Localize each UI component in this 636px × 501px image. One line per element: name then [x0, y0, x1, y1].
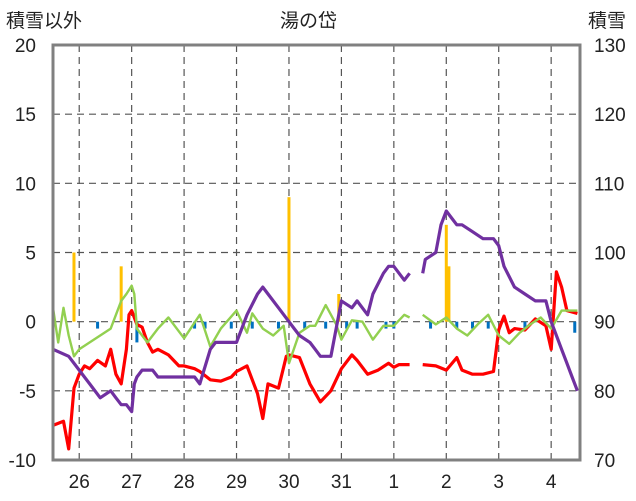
left-tick-label: 20 [15, 36, 36, 57]
right-tick-label: 100 [594, 244, 626, 265]
orange-bar [447, 266, 451, 322]
blue-bar [355, 321, 359, 329]
chart-title: 湯の岱 [280, 10, 338, 32]
right-tick-label: 120 [594, 105, 626, 126]
blue-bar [229, 321, 233, 329]
right-axis-title: 積雪 [588, 10, 627, 32]
green-series-line [51, 284, 411, 365]
blue-bar [429, 321, 433, 329]
blue-bar [96, 321, 100, 329]
blue-bar [324, 321, 328, 329]
blue-bar [523, 321, 527, 329]
right-tick-label: 90 [594, 313, 615, 334]
left-tick-label: 10 [15, 174, 36, 195]
right-tick-label: 130 [594, 36, 626, 57]
blue-bar [303, 321, 307, 329]
blue-bar [486, 321, 490, 329]
blue-bar [250, 321, 254, 329]
blue-bar [203, 321, 207, 329]
orange-bar [72, 252, 76, 322]
blue-bar [345, 321, 349, 329]
blue-bar [276, 321, 280, 329]
right-tick-label: 70 [594, 451, 615, 472]
left-tick-label: -10 [9, 451, 36, 472]
red-series-line [52, 309, 410, 451]
left-tick-label: 15 [15, 105, 36, 126]
precipitation-bars [72, 197, 577, 343]
x-tick-label: 3 [493, 472, 504, 493]
x-tick-label: 27 [121, 472, 142, 493]
series-lines [51, 209, 579, 451]
blue-bar [573, 321, 577, 333]
blue-bar [193, 321, 197, 329]
x-tick-label: 4 [546, 472, 557, 493]
left-tick-label: -5 [19, 382, 36, 403]
left-tick-label: 5 [25, 244, 36, 265]
x-tick-labels: 26 27 28 29 30 31 1 2 3 4 [69, 472, 557, 493]
red-series-line [422, 270, 578, 376]
orange-bar [444, 224, 448, 322]
blue-bar [455, 321, 459, 329]
orange-bar [287, 197, 291, 322]
right-tick-label: 110 [594, 174, 624, 195]
orange-bar [119, 266, 123, 322]
blue-bar [135, 321, 139, 343]
left-tick-label: 0 [25, 313, 36, 334]
x-tick-label: 29 [226, 472, 247, 493]
purple-series-line [421, 209, 579, 392]
x-tick-label: 31 [331, 472, 352, 493]
purple-series-line [52, 264, 411, 414]
plot-frame [51, 43, 582, 462]
x-tick-label: 2 [441, 472, 452, 493]
right-tick-label: 80 [594, 382, 615, 403]
blue-bar [471, 321, 475, 329]
right-tick-labels: 130 120 110 100 90 80 70 [594, 36, 626, 472]
green-series-line [421, 309, 578, 345]
x-tick-label: 30 [278, 472, 299, 493]
left-tick-labels: 20 15 10 5 0 -5 -10 [9, 36, 36, 472]
x-tick-label: 28 [174, 472, 195, 493]
x-tick-label: 26 [69, 472, 90, 493]
left-axis-title: 積雪以外 [6, 10, 83, 32]
x-tick-label: 1 [389, 472, 400, 493]
